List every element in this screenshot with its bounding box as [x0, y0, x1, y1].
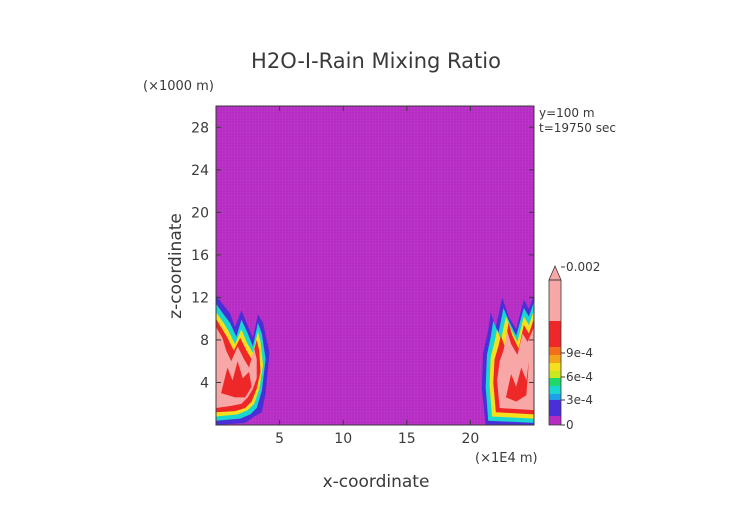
- x-tick-label: 5: [275, 431, 284, 447]
- colorbar-tick-label: 0: [566, 418, 574, 432]
- y-axis-title: z-coordinate: [166, 213, 186, 319]
- colorbar-tick-label: 3e-4: [566, 393, 593, 407]
- colorbar: 0 3e-4 6e-4 9e-4 0.002: [548, 260, 600, 432]
- y-unit-label: (×1000 m): [143, 79, 214, 94]
- plot-background: [216, 106, 534, 425]
- plot-frame: [215, 105, 535, 426]
- x-tick-label: 20: [461, 431, 479, 447]
- colorbar-swatch: [549, 386, 561, 394]
- colorbar-swatch: [549, 363, 561, 371]
- x-tick-label: 10: [334, 431, 352, 447]
- y-tick-label: 16: [191, 248, 209, 264]
- left-storm-cell: [216, 295, 270, 425]
- right-storm-cell: [481, 294, 534, 425]
- colorbar-arrow: [548, 264, 562, 281]
- y-tick-label: 24: [191, 163, 209, 179]
- colorbar-swatch: [549, 355, 561, 363]
- colorbar-swatch: [549, 321, 561, 347]
- colorbar-tick-label: 6e-4: [566, 370, 593, 384]
- contour-band: [221, 361, 252, 398]
- y-tick-label: 8: [200, 333, 209, 349]
- colorbar-tick-label: 9e-4: [566, 346, 593, 360]
- x-unit-label: (×1E4 m): [475, 451, 538, 466]
- x-axis-title: x-coordinate: [323, 472, 430, 492]
- x-tick-label: 15: [398, 431, 416, 447]
- colorbar-swatch: [549, 416, 561, 425]
- y-tick-label: 20: [191, 205, 209, 221]
- annotation-y-position: y=100 m: [539, 106, 595, 120]
- colorbar-swatch: [549, 394, 561, 400]
- colorbar-swatch: [549, 371, 561, 378]
- colorbar-swatch: [549, 347, 561, 355]
- colorbar-tick-label: 0.002: [566, 260, 600, 274]
- y-tick-label: 28: [191, 120, 209, 136]
- colorbar-swatch: [549, 280, 561, 321]
- chart-title: H2O-I-Rain Mixing Ratio: [251, 49, 501, 73]
- y-tick-label: 12: [191, 290, 209, 306]
- colorbar-swatch: [549, 378, 561, 386]
- contour-band: [506, 361, 529, 402]
- y-tick-label: 4: [200, 375, 209, 391]
- annotation-time: t=19750 sec: [539, 121, 616, 135]
- colorbar-swatch: [549, 400, 561, 416]
